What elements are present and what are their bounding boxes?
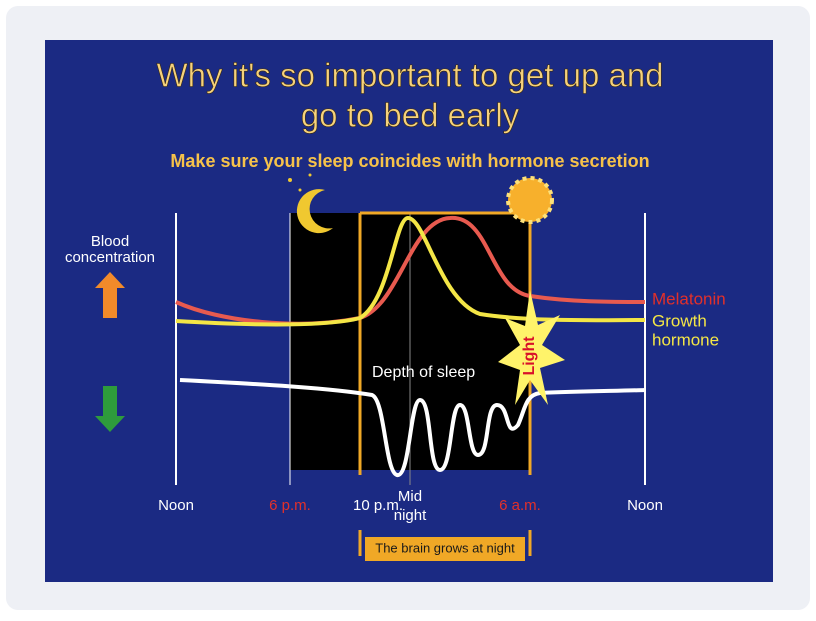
- axis-label: Blood: [91, 233, 129, 250]
- title-line: Why it's so important to get up and: [156, 57, 663, 94]
- title-line: go to bed early: [301, 97, 520, 134]
- subtitle: Make sure your sleep coincides with horm…: [170, 151, 649, 171]
- sun-icon: [506, 176, 554, 224]
- time-label: 10 p.m.: [353, 497, 403, 514]
- down-arrow: [95, 386, 125, 432]
- time-label: night: [394, 507, 427, 524]
- caption-bracket: [358, 530, 532, 556]
- caption: The brain grows at night: [375, 540, 515, 555]
- caption-box: [365, 537, 525, 561]
- time-label: 6 a.m.: [499, 497, 541, 514]
- star: [308, 173, 312, 177]
- star: [298, 188, 302, 192]
- up-arrow: [95, 272, 125, 318]
- time-label: Mid: [398, 488, 422, 505]
- sleep-label: Depth of sleep: [372, 364, 475, 381]
- light-label: Light: [521, 336, 538, 376]
- time-label: Noon: [158, 497, 194, 514]
- melatonin-label: Melatonin: [652, 289, 726, 308]
- moon-icon: [296, 189, 333, 234]
- sleep-curve: [179, 378, 646, 477]
- growth-label: Growth: [652, 311, 707, 330]
- axis-label: concentration: [65, 249, 155, 266]
- growth-label: hormone: [652, 330, 719, 349]
- time-label: Noon: [627, 497, 663, 514]
- star: [288, 178, 292, 182]
- time-label: 6 p.m.: [269, 497, 311, 514]
- light-burst: [498, 290, 565, 405]
